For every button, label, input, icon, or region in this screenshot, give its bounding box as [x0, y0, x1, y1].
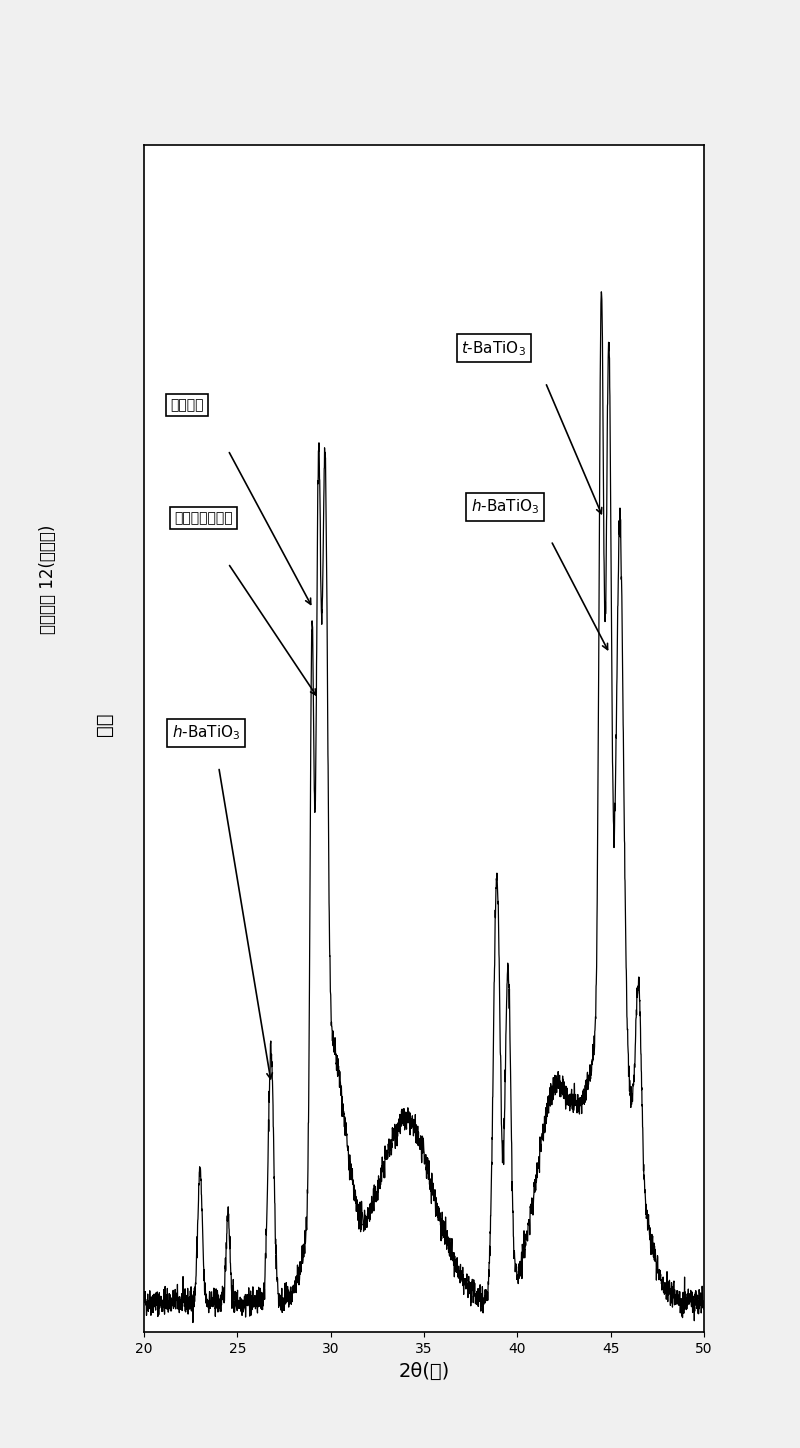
Text: $h$-BaTiO$_3$: $h$-BaTiO$_3$ — [470, 497, 539, 515]
Text: $t$-BaTiO$_3$: $t$-BaTiO$_3$ — [462, 339, 526, 358]
Text: 一钡二钡化合物: 一钡二钡化合物 — [174, 511, 233, 526]
Text: $h$-BaTiO$_3$: $h$-BaTiO$_3$ — [172, 724, 241, 743]
X-axis label: 2θ(度): 2θ(度) — [398, 1361, 450, 1380]
Text: 强度: 强度 — [94, 712, 114, 736]
Text: 试样编号 12(比较例): 试样编号 12(比较例) — [39, 524, 57, 634]
Text: 原钛酸钡: 原钛酸钡 — [170, 398, 204, 411]
